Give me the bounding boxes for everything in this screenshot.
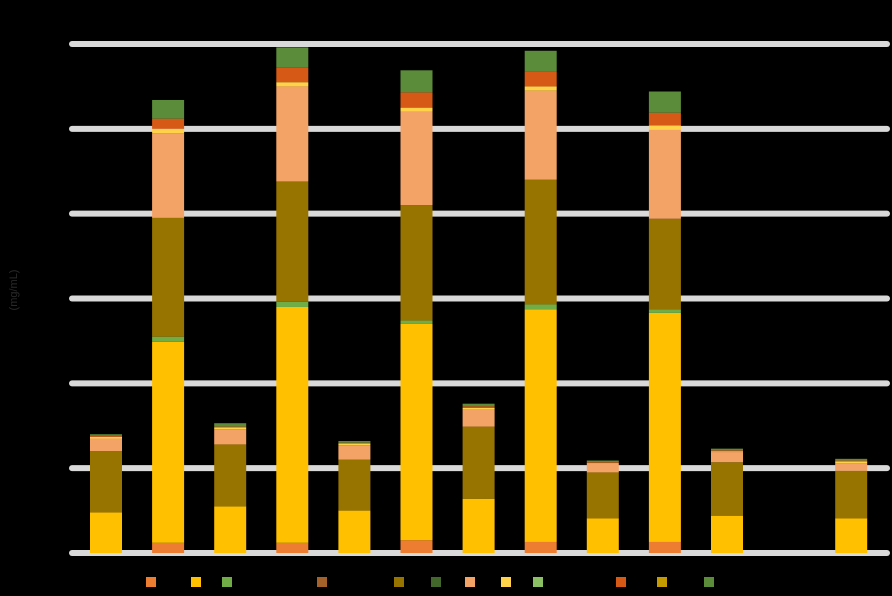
legend-swatch [501, 577, 511, 587]
legend-swatch [317, 577, 327, 587]
bar-segment [276, 301, 309, 307]
bar-segment [152, 341, 185, 543]
bar-segment [276, 47, 309, 68]
bar-segment [648, 125, 681, 130]
legend-swatch [191, 577, 201, 587]
bar-segment [648, 218, 681, 310]
legend-swatch [704, 577, 714, 587]
bar-segment [462, 426, 495, 499]
bar-segment [711, 448, 743, 451]
bar-segment [276, 542, 309, 553]
bar-segment [152, 217, 185, 337]
bar-segment [90, 438, 122, 452]
bar-segment [276, 306, 309, 543]
bars [90, 47, 868, 553]
bar-segment [462, 407, 495, 410]
bar-segment [400, 107, 433, 112]
bar-segment [276, 181, 309, 302]
bar-segment [835, 470, 868, 519]
bar-segment [648, 309, 681, 313]
bar-segment [648, 129, 681, 219]
bar-segment [338, 459, 371, 511]
bar-segment [214, 506, 247, 553]
legend-swatch [616, 577, 626, 587]
bar-segment [276, 67, 309, 83]
bar-segment [586, 460, 619, 463]
bar-segment [462, 409, 495, 427]
bar-segment [90, 434, 122, 436]
bar-segment [400, 205, 433, 321]
bar-segment [276, 86, 309, 182]
bar-segment [338, 445, 371, 460]
bar-segment [524, 179, 557, 305]
bar-segment [214, 427, 247, 430]
bar-segment [152, 336, 185, 342]
bar-segment [524, 86, 557, 91]
bar-segment [152, 542, 185, 553]
bar-segment [648, 112, 681, 126]
bar-segment [586, 463, 619, 473]
bar-segment [835, 518, 868, 553]
legend-swatch [533, 577, 543, 587]
bar-segment [462, 403, 495, 407]
bar-segment [586, 518, 619, 553]
legend-swatch [146, 577, 156, 587]
bar-segment [152, 133, 185, 218]
bar-segment [90, 435, 122, 437]
bar-segment [400, 92, 433, 108]
legend-swatch [431, 577, 441, 587]
bar-segment [648, 312, 681, 542]
legend-swatch [394, 577, 404, 587]
bar-segment [524, 541, 557, 553]
bar-segment [214, 429, 247, 445]
bar-segment [400, 70, 433, 93]
bar-segment [586, 472, 619, 519]
bar-segment [338, 441, 371, 443]
bar-segment [835, 461, 868, 464]
bar-segment [90, 451, 122, 513]
bar-segment [524, 71, 557, 87]
bar-segment [524, 304, 557, 310]
bar-segment [648, 91, 681, 113]
bar-segment [400, 320, 433, 324]
legend-swatch [222, 577, 232, 587]
bar-segment [90, 512, 122, 553]
bar-segment [152, 118, 185, 129]
bar-segment [214, 423, 247, 427]
bar-segment [586, 463, 619, 464]
y-axis-label: (mg/mL) [8, 270, 20, 311]
bar-segment [400, 323, 433, 541]
bar-segment [835, 463, 868, 471]
bar-segment [276, 82, 309, 87]
bar-segment [400, 111, 433, 206]
bar-segment [524, 50, 557, 72]
bar-segment [338, 510, 371, 553]
bar-segment [462, 498, 495, 553]
bar-segment [152, 128, 185, 134]
bar-segment [462, 406, 495, 408]
bar-segment [524, 309, 557, 542]
bar-segment [90, 436, 122, 439]
bar-segment [711, 452, 743, 463]
bar-segment [400, 540, 433, 553]
bar-segment [711, 450, 743, 452]
bar-segment [711, 462, 743, 516]
bar-segment [524, 90, 557, 180]
bar-segment [586, 462, 619, 464]
bar-segment [648, 541, 681, 553]
bar-segment [338, 443, 371, 446]
bar-segment [214, 426, 247, 428]
bar-segment [214, 444, 247, 507]
bar-segment [711, 451, 743, 453]
bar-segment [835, 460, 868, 462]
bar-segment [338, 442, 371, 444]
bar-segment [152, 99, 185, 119]
legend-swatch [465, 577, 475, 587]
legend [146, 577, 714, 587]
bar-segment [835, 458, 868, 461]
legend-swatch [657, 577, 667, 587]
bar-segment [711, 515, 743, 553]
